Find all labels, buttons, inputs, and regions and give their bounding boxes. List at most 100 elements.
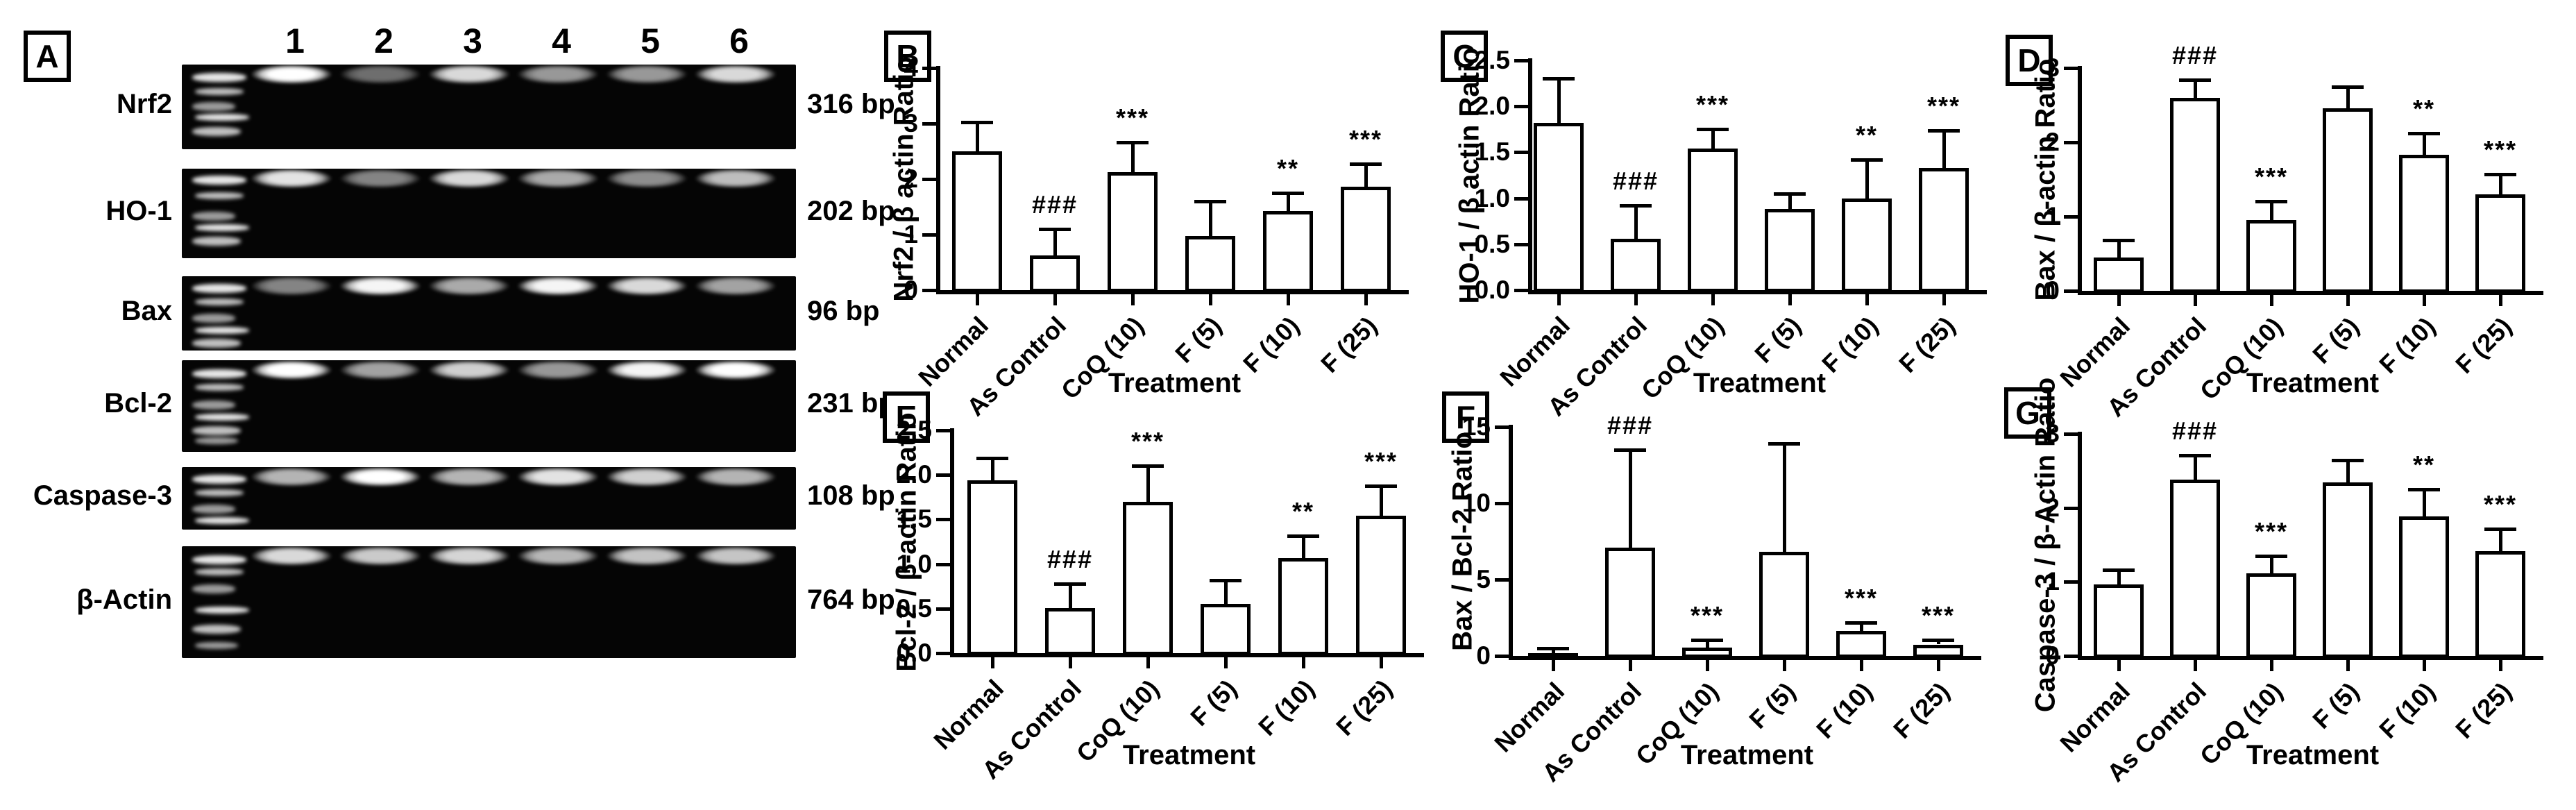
gel-ladder-band xyxy=(192,102,235,111)
significance-label: *** xyxy=(1348,124,1383,153)
y-tick xyxy=(2064,580,2078,584)
x-tick xyxy=(1209,294,1212,305)
significance-label: ** xyxy=(1291,496,1315,525)
gel-ladder-band xyxy=(195,517,249,524)
error-bar-line xyxy=(2423,133,2426,155)
y-axis-label-text: Nrf2 / β actin Ratio xyxy=(888,56,920,302)
gel-image xyxy=(182,65,796,149)
x-axis-line xyxy=(1509,656,1981,660)
y-tick xyxy=(922,233,936,237)
x-axis-title: Treatment xyxy=(1122,740,1256,770)
gel-band xyxy=(428,360,510,380)
gene-label: β-Actin xyxy=(76,584,172,615)
x-axis-line xyxy=(950,653,1424,657)
y-tick xyxy=(1514,59,1528,62)
x-tick xyxy=(2499,295,2502,306)
lane-number: 6 xyxy=(729,22,749,60)
bp-size-label: 764 bp xyxy=(807,584,895,615)
error-bar-cap xyxy=(1928,128,1960,133)
error-bar-line xyxy=(1552,648,1555,653)
panel-a-label: A xyxy=(24,31,71,82)
gel-band xyxy=(339,467,421,487)
y-tick xyxy=(936,652,950,655)
bar xyxy=(1356,516,1406,655)
bar xyxy=(2094,257,2144,293)
error-bar-cap xyxy=(1774,192,1806,196)
y-tick xyxy=(936,473,950,478)
gel-band xyxy=(695,276,777,296)
y-tick xyxy=(1495,578,1509,582)
bar xyxy=(1185,235,1235,292)
gel-ladder-band xyxy=(192,369,246,378)
gel-ladder-band xyxy=(195,568,244,575)
y-tick xyxy=(936,562,950,566)
x-axis-title: Treatment xyxy=(2246,368,2380,398)
error-bar-line xyxy=(1783,444,1786,552)
error-bar-cap xyxy=(961,121,993,125)
error-bar-cap xyxy=(2255,555,2287,558)
error-bar-cap xyxy=(1768,442,1800,446)
y-tick xyxy=(1495,502,1509,505)
gel-ladder-band xyxy=(195,114,249,121)
x-tick xyxy=(1364,294,1368,305)
error-bar-line xyxy=(1629,450,1632,548)
x-axis-line xyxy=(936,290,1409,294)
gel-ladder-band xyxy=(195,489,244,496)
error-bar-line xyxy=(1860,622,1863,631)
error-bar-line xyxy=(2194,455,2197,480)
lane-number: 2 xyxy=(374,22,393,60)
bar xyxy=(1682,647,1732,658)
panel-b-label: B xyxy=(884,31,931,82)
gel-ladder-band xyxy=(195,642,238,649)
error-bar-cap xyxy=(1054,582,1086,586)
error-bar-line xyxy=(2499,528,2502,551)
significance-label: ### xyxy=(2171,416,2219,445)
x-tick xyxy=(1865,294,1869,305)
x-tick xyxy=(1557,294,1561,305)
gene-label: HO-1 xyxy=(105,195,172,226)
bar-chart-panels: B 0 1 2 3 4 Nrf2 / β actin Ratio Normal ### As Co… xyxy=(883,31,2543,787)
panel-e-label: E xyxy=(883,391,930,443)
gel-band xyxy=(251,276,332,296)
gel-band xyxy=(251,65,332,84)
gel-band xyxy=(517,360,599,380)
gel-ladder-band xyxy=(192,475,246,484)
error-bar-cap xyxy=(1614,448,1646,452)
error-bar-cap xyxy=(2408,488,2440,491)
gene-label: Bcl-2 xyxy=(104,388,172,419)
gel-band xyxy=(517,276,599,296)
y-tick-label: 1.5 xyxy=(896,505,932,534)
x-tick xyxy=(1552,660,1555,671)
error-bar-cap xyxy=(1620,204,1652,208)
bar xyxy=(1605,547,1655,658)
bar xyxy=(1108,171,1158,292)
gel-ladder-band xyxy=(192,584,235,593)
x-tick xyxy=(2346,295,2350,306)
y-tick-label: 2 xyxy=(904,164,918,193)
error-bar-cap xyxy=(1350,162,1382,166)
y-tick xyxy=(1495,425,1509,429)
gel-band xyxy=(695,546,777,566)
y-tick-label: 10 xyxy=(1461,489,1491,517)
y-tick-label: 1.5 xyxy=(1474,137,1510,167)
gel-band xyxy=(428,65,510,84)
error-bar-line xyxy=(1224,580,1228,605)
gel-ladder-band xyxy=(195,327,249,334)
y-tick-label: 3 xyxy=(904,109,918,137)
significance-label: ** xyxy=(1855,120,1879,149)
error-bar-line xyxy=(1131,142,1135,172)
significance-label: ### xyxy=(1031,190,1078,219)
significance-label: *** xyxy=(1130,427,1165,456)
error-bar-line xyxy=(2270,556,2273,573)
bar xyxy=(1759,552,1809,658)
error-bar-cap xyxy=(2408,132,2440,136)
x-tick xyxy=(2423,295,2426,306)
error-bar-cap xyxy=(1210,578,1242,582)
significance-label: ### xyxy=(1046,544,1094,573)
y-tick xyxy=(2064,506,2078,510)
bar xyxy=(2475,194,2525,293)
error-bar-cap xyxy=(1691,638,1723,642)
gel-ladder-band xyxy=(192,73,246,82)
panel-f-label: F xyxy=(1442,391,1489,443)
error-bar-line xyxy=(2346,460,2350,483)
